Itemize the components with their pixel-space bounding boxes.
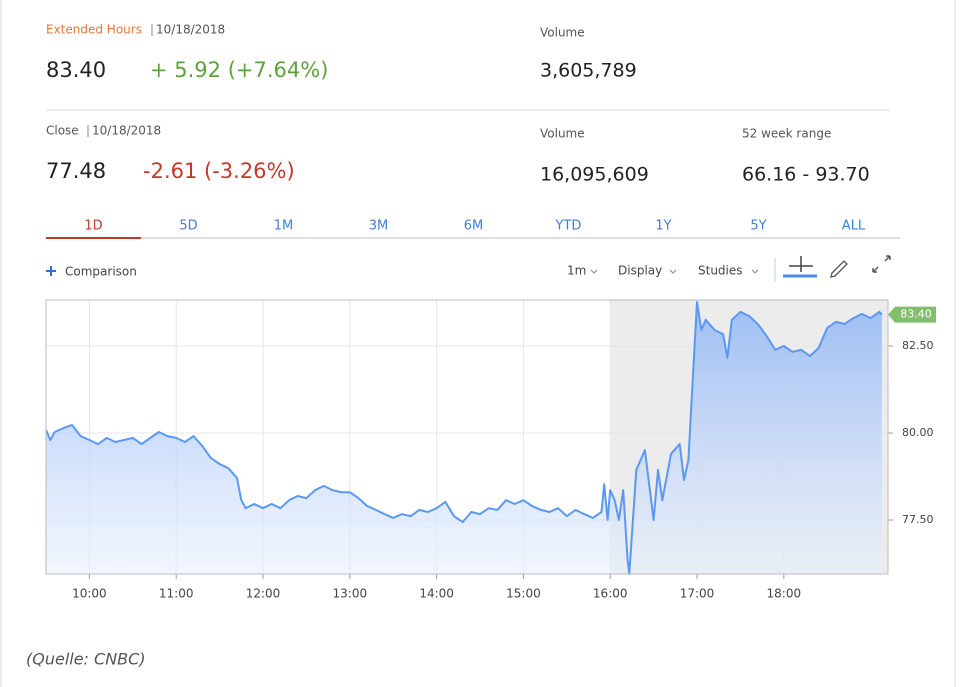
- plot: 10:00 11:00 12:00 13:00 14:00 15:00 16:00 17:00…: [45, 299, 936, 601]
- tabs: 1D 5D 1M 3M 6M YTD 1Y 5Y ALL: [46, 219, 866, 239]
- pencil-button[interactable]: [830, 260, 848, 278]
- x-tick-label: 12:00: [246, 587, 281, 601]
- extended-price: 83.40: [46, 58, 106, 82]
- display-menu[interactable]: Display: [618, 264, 662, 278]
- plus-icon: [46, 266, 56, 276]
- comparison-label[interactable]: Comparison: [65, 265, 137, 279]
- interval-menu[interactable]: 1m: [567, 264, 586, 278]
- chevron: [751, 269, 759, 274]
- extended-change: + 5.92 (+7.64%): [150, 58, 328, 82]
- price-line: [45, 301, 883, 575]
- x-tick-label: 17:00: [680, 587, 715, 601]
- tab[interactable]: 1Y: [655, 219, 671, 234]
- x-tick-label: 15:00: [506, 587, 541, 601]
- x-tick-label: 18:00: [767, 587, 802, 601]
- tab[interactable]: 1D: [84, 219, 102, 234]
- x-tick-label: 16:00: [593, 587, 628, 601]
- volume: 3,605,789: [540, 60, 637, 82]
- range: 66.16 - 93.70: [742, 164, 870, 186]
- x-tick-label: 14:00: [419, 587, 454, 601]
- tab[interactable]: YTD: [555, 219, 582, 234]
- tab[interactable]: 1M: [274, 219, 294, 234]
- y-tick-label: 82.50: [902, 339, 934, 352]
- y-tick-label: 77.50: [902, 513, 934, 526]
- volume-label: Volume: [540, 26, 585, 40]
- expand-button[interactable]: [872, 255, 891, 273]
- tab[interactable]: ALL: [842, 219, 866, 234]
- studies-menu[interactable]: Studies: [698, 264, 743, 278]
- crosshair-icon: [789, 256, 813, 272]
- tab[interactable]: 5Y: [750, 219, 766, 234]
- price-area: [46, 302, 882, 574]
- y-tick-label: 80.00: [902, 426, 934, 439]
- close-label: Close: [46, 124, 79, 138]
- last-price-tag: [888, 306, 936, 323]
- chevron: [669, 269, 677, 274]
- crosshair-button[interactable]: [783, 256, 817, 278]
- close-price: 77.48: [46, 159, 106, 183]
- x-tick-label: 10:00: [72, 587, 107, 601]
- tab[interactable]: 6M: [464, 219, 484, 234]
- extended-date: 10/18/2018: [156, 23, 225, 37]
- comparison-button[interactable]: Comparison: [46, 265, 137, 279]
- last-price-label: 83.40: [900, 308, 932, 321]
- close-change: -2.61 (-3.26%): [143, 159, 295, 183]
- x-tick-label: 11:00: [159, 587, 194, 601]
- chevron: [590, 269, 598, 274]
- caption: (Quelle: CNBC): [26, 650, 146, 669]
- volume: 16,095,609: [540, 164, 649, 186]
- volume-label: Volume: [540, 127, 585, 141]
- tab[interactable]: 5D: [179, 219, 197, 234]
- tab[interactable]: 3M: [369, 219, 389, 234]
- plot-frame: [45, 299, 889, 575]
- extended-label: Extended Hours: [46, 23, 142, 37]
- close-date: 10/18/2018: [92, 124, 161, 138]
- range-label: 52 week range: [742, 127, 831, 141]
- x-tick-label: 13:00: [333, 587, 368, 601]
